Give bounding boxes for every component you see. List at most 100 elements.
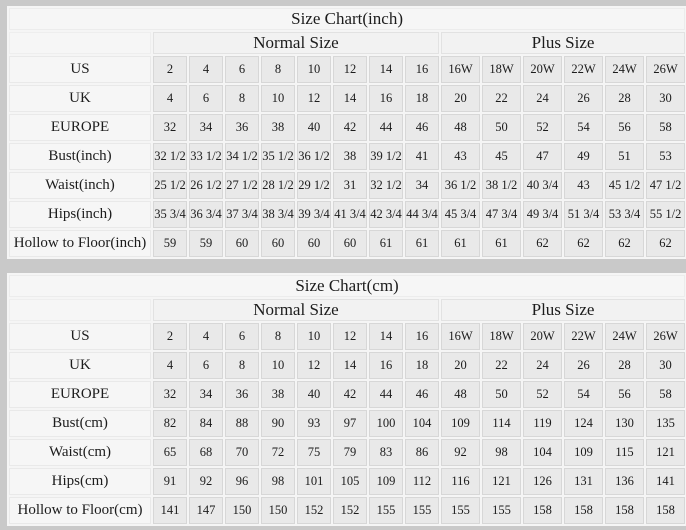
table-row: EUROPE 32 34 36 38 40 42 44 46 48 50 52 54 56 58 — [9, 381, 686, 408]
size-value-cell: 109 — [369, 468, 403, 495]
size-value-cell: 56 — [605, 114, 644, 141]
size-value-cell: 27 1/2 — [225, 172, 259, 199]
size-value-cell: 72 — [261, 439, 295, 466]
size-value-cell: 16 — [369, 352, 403, 379]
size-value-cell: 18W — [482, 323, 521, 350]
size-value-cell: 92 — [189, 468, 223, 495]
table-row: Waist(cm) 65 68 70 72 75 79 83 86 92 98 104 109 115 12… — [9, 439, 686, 466]
size-value-cell: 42 — [333, 381, 367, 408]
size-value-cell: 70 — [225, 439, 259, 466]
size-value-cell: 24W — [605, 323, 644, 350]
size-value-cell: 124 — [564, 410, 603, 437]
size-value-cell: 42 3/4 — [369, 201, 403, 228]
size-value-cell: 45 3/4 — [441, 201, 480, 228]
size-value-cell: 26 — [564, 352, 603, 379]
size-value-cell: 116 — [441, 468, 480, 495]
size-value-cell: 20W — [523, 56, 562, 83]
size-value-cell: 49 3/4 — [523, 201, 562, 228]
size-value-cell: 155 — [482, 497, 521, 524]
size-value-cell: 52 — [523, 381, 562, 408]
size-value-cell: 14 — [333, 352, 367, 379]
size-value-cell: 56 — [605, 381, 644, 408]
size-value-cell: 34 — [189, 114, 223, 141]
size-value-cell: 16 — [369, 85, 403, 112]
table-row: Hollow to Floor(cm) 141 147 150 150 152 152 155… — [9, 497, 686, 524]
size-value-cell: 41 3/4 — [333, 201, 367, 228]
size-value-cell: 91 — [153, 468, 187, 495]
size-value-cell: 2 — [153, 323, 187, 350]
size-value-cell: 6 — [225, 56, 259, 83]
size-value-cell: 121 — [646, 439, 686, 466]
size-value-cell: 47 1/2 — [646, 172, 686, 199]
column-group-plus: Plus Size — [441, 32, 686, 54]
size-value-cell: 59 — [189, 230, 223, 257]
row-label: US — [9, 56, 151, 83]
row-label: Waist(cm) — [9, 439, 151, 466]
size-value-cell: 114 — [482, 410, 521, 437]
table-row: Hollow to Floor(inch) 59 59 60 60 60 60 61 61 61 6… — [9, 230, 686, 257]
size-value-cell: 119 — [523, 410, 562, 437]
size-value-cell: 8 — [261, 323, 295, 350]
size-value-cell: 141 — [646, 468, 686, 495]
table-row: US 2 4 6 8 10 12 14 16 16W 18W 20W 22W 24W 26W — [9, 323, 686, 350]
size-value-cell: 55 1/2 — [646, 201, 686, 228]
size-value-cell: 33 1/2 — [189, 143, 223, 170]
row-label: UK — [9, 85, 151, 112]
size-value-cell: 10 — [297, 323, 331, 350]
size-value-cell: 26W — [646, 323, 686, 350]
size-value-cell: 18W — [482, 56, 521, 83]
size-value-cell: 38 — [333, 143, 367, 170]
size-table-cm: Size Chart(cm) Normal Size Plus Size US 2 4 6 8… — [7, 273, 686, 526]
size-value-cell: 43 — [564, 172, 603, 199]
size-value-cell: 158 — [523, 497, 562, 524]
column-group-plus: Plus Size — [441, 299, 686, 321]
size-value-cell: 50 — [482, 114, 521, 141]
size-value-cell: 152 — [333, 497, 367, 524]
size-value-cell: 51 3/4 — [564, 201, 603, 228]
size-value-cell: 32 — [153, 381, 187, 408]
size-value-cell: 22W — [564, 323, 603, 350]
size-value-cell: 20 — [441, 352, 480, 379]
row-label: UK — [9, 352, 151, 379]
size-value-cell: 38 — [261, 381, 295, 408]
size-value-cell: 8 — [261, 56, 295, 83]
size-value-cell: 12 — [333, 323, 367, 350]
size-value-cell: 49 — [564, 143, 603, 170]
size-value-cell: 24 — [523, 85, 562, 112]
table-row: Bust(cm) 82 84 88 90 93 97 100 104 109 114 119 124 13… — [9, 410, 686, 437]
size-value-cell: 4 — [189, 323, 223, 350]
size-value-cell: 6 — [189, 352, 223, 379]
size-value-cell: 98 — [261, 468, 295, 495]
size-value-cell: 62 — [605, 230, 644, 257]
table-title-row: Size Chart(inch) — [9, 8, 686, 30]
size-value-cell: 46 — [405, 114, 439, 141]
size-value-cell: 104 — [405, 410, 439, 437]
size-value-cell: 16W — [441, 323, 480, 350]
size-value-cell: 14 — [369, 323, 403, 350]
size-value-cell: 43 — [441, 143, 480, 170]
table-title: Size Chart(cm) — [9, 275, 686, 297]
size-value-cell: 98 — [482, 439, 521, 466]
size-value-cell: 18 — [405, 352, 439, 379]
size-value-cell: 152 — [297, 497, 331, 524]
size-value-cell: 10 — [261, 352, 295, 379]
size-value-cell: 47 3/4 — [482, 201, 521, 228]
size-value-cell: 45 — [482, 143, 521, 170]
size-value-cell: 150 — [261, 497, 295, 524]
size-value-cell: 24 — [523, 352, 562, 379]
size-value-cell: 130 — [605, 410, 644, 437]
size-value-cell: 12 — [297, 352, 331, 379]
size-value-cell: 86 — [405, 439, 439, 466]
size-value-cell: 20 — [441, 85, 480, 112]
size-tables-container: Size Chart(inch) Normal Size Plus Size US 2 4… — [7, 6, 686, 526]
size-value-cell: 150 — [225, 497, 259, 524]
size-value-cell: 40 3/4 — [523, 172, 562, 199]
size-value-cell: 62 — [564, 230, 603, 257]
size-value-cell: 8 — [225, 352, 259, 379]
row-label: Hollow to Floor(inch) — [9, 230, 151, 257]
size-value-cell: 45 1/2 — [605, 172, 644, 199]
size-value-cell: 18 — [405, 85, 439, 112]
table-row: Bust(inch) 32 1/2 33 1/2 34 1/2 35 1/2 36 1/2… — [9, 143, 686, 170]
size-value-cell: 100 — [369, 410, 403, 437]
size-value-cell: 61 — [441, 230, 480, 257]
